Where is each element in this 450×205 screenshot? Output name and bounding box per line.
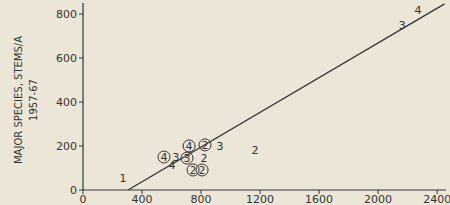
point-label: 2 [252,144,259,157]
point: 2 [196,164,208,177]
y-axis-label: MAJOR SPECIES, STEMS/A [13,36,24,164]
y-axis [82,3,83,190]
y-tick-label: 600 [56,52,77,65]
point: 4 [158,151,170,164]
point-label: 4 [415,4,422,17]
point-label: 1 [119,172,126,185]
point: 3 [217,140,224,153]
point-label: 4 [161,151,168,164]
point: 2 [252,144,259,157]
fit-line [128,4,445,190]
chart: 0 400 800 1200 1600 2000 2400 0 200 400 600 800 MAJO… [0,0,450,205]
x-tick-label: 2400 [423,193,450,205]
point-label: 2 [190,164,197,177]
plot-data: 12332434424322 [119,4,444,190]
x-axis [83,189,446,190]
point-circle [183,140,195,152]
point-circle [196,164,208,176]
y-tick-label: 200 [56,140,77,153]
y-tick-label: 400 [56,96,77,109]
x-tick-label: 0 [80,193,87,205]
y-tick [79,146,83,147]
y-tick [79,190,83,191]
y-tick [79,58,83,59]
point-circle [158,151,170,163]
y-tick-label: 800 [56,8,77,21]
y-tick-label: 0 [70,184,77,197]
y-tick [79,14,83,15]
point: 4 [415,4,422,17]
x-tick-label: 800 [191,193,212,205]
point-label: 3 [217,140,224,153]
point-label: 4 [186,140,193,153]
y-axis-label: 1957-67 [28,79,39,121]
x-tick-label: 1600 [305,193,333,205]
point-label: 2 [199,164,206,177]
x-tick-label: 400 [132,193,153,205]
point: 1 [119,172,126,185]
x-tick-label: 1200 [246,193,274,205]
y-tick [79,102,83,103]
x-tick-label: 2000 [364,193,392,205]
